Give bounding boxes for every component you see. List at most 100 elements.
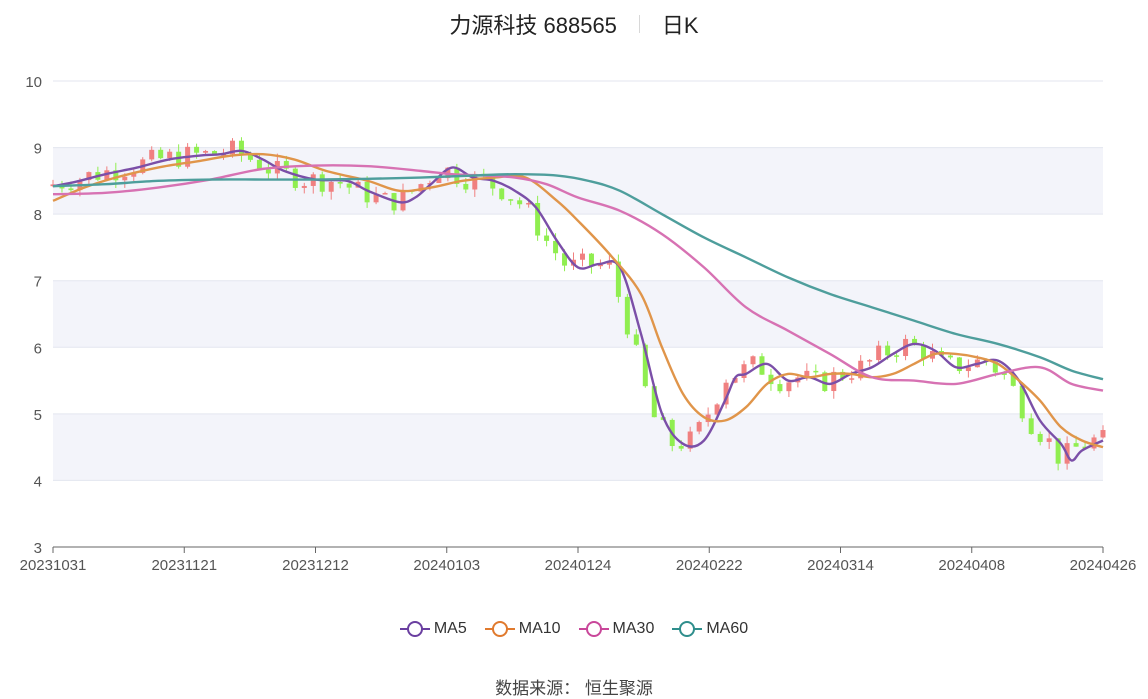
candle-body bbox=[167, 151, 173, 159]
x-tick-label: 20240426 bbox=[1070, 557, 1137, 574]
candle-body bbox=[921, 344, 927, 359]
candle-body bbox=[463, 183, 469, 190]
candle-body bbox=[956, 357, 962, 372]
candle-body bbox=[490, 175, 496, 189]
candle-body bbox=[535, 203, 541, 236]
candle-body bbox=[194, 146, 200, 153]
candle-body bbox=[894, 355, 900, 357]
y-tick-label: 6 bbox=[34, 340, 42, 357]
candle-body bbox=[319, 174, 325, 192]
candle-body bbox=[364, 181, 370, 203]
x-tick-label: 20240222 bbox=[676, 557, 743, 574]
x-tick-label: 20231031 bbox=[20, 557, 87, 574]
candle-body bbox=[633, 334, 639, 345]
candle-body bbox=[337, 182, 343, 184]
candle-body bbox=[1010, 374, 1016, 386]
x-tick-label: 20240103 bbox=[413, 557, 480, 574]
candle-body bbox=[1046, 438, 1052, 442]
candle-body bbox=[741, 364, 747, 379]
candle-body bbox=[876, 345, 882, 361]
legend-item-ma5[interactable]: MA5 bbox=[399, 620, 467, 638]
candle-body bbox=[1073, 443, 1079, 447]
candle-body bbox=[517, 200, 523, 205]
candle-body bbox=[1055, 438, 1061, 464]
candle-body bbox=[732, 378, 738, 383]
candle-body bbox=[768, 374, 774, 385]
ma-line-ma60 bbox=[52, 172, 1104, 381]
candle-body bbox=[831, 371, 837, 392]
candle-body bbox=[292, 168, 298, 188]
candle-body bbox=[122, 176, 128, 181]
y-tick-label: 8 bbox=[34, 207, 42, 224]
candle-body bbox=[158, 149, 164, 159]
candle-body bbox=[203, 150, 209, 153]
candle-body bbox=[176, 151, 182, 167]
x-tick-label: 20231212 bbox=[282, 557, 349, 574]
candle-body bbox=[615, 261, 621, 297]
candle-body bbox=[1028, 418, 1034, 434]
legend-label: MA10 bbox=[518, 620, 561, 637]
candle-body bbox=[346, 183, 352, 188]
ma-line-ma5 bbox=[52, 149, 1104, 462]
candle-body bbox=[840, 371, 846, 379]
legend-item-ma30[interactable]: MA30 bbox=[578, 620, 655, 638]
legend-label: MA30 bbox=[612, 620, 655, 637]
candle-body bbox=[1037, 433, 1043, 442]
candle-body bbox=[418, 184, 424, 192]
candle-body bbox=[858, 360, 864, 379]
legend-circle-icon bbox=[672, 621, 703, 637]
candle-body bbox=[965, 367, 971, 372]
candle-body bbox=[562, 253, 568, 266]
candle-body bbox=[714, 404, 720, 415]
candle-body bbox=[472, 173, 478, 190]
candle-body bbox=[499, 188, 505, 200]
chart-header: 力源科技 688565 日K bbox=[0, 8, 1148, 40]
x-tick-label: 20240314 bbox=[807, 557, 874, 574]
chart-title: 力源科技 688565 bbox=[449, 13, 617, 38]
legend-circle-icon bbox=[399, 621, 430, 637]
legend-label: MA60 bbox=[706, 620, 749, 637]
chart-period: 日K bbox=[661, 13, 699, 38]
candle-body bbox=[992, 361, 998, 373]
legend-circle-icon bbox=[578, 621, 609, 637]
candle-body bbox=[229, 140, 235, 155]
candle-body bbox=[750, 356, 756, 365]
y-tick-label: 4 bbox=[34, 473, 42, 490]
candle-body bbox=[687, 431, 693, 449]
candle-body bbox=[912, 338, 918, 345]
candle-body bbox=[283, 161, 289, 169]
legend-item-ma10[interactable]: MA10 bbox=[484, 620, 561, 638]
candle-body bbox=[544, 235, 550, 241]
candle-body bbox=[786, 382, 792, 392]
title-separator bbox=[638, 15, 640, 33]
candle-body bbox=[597, 264, 603, 267]
grid-band bbox=[53, 280, 1103, 348]
candlestick-chart: 3 4 5 6 7 8 9 10 20231031 20231121 20231212 2024010… bbox=[20, 74, 1137, 574]
candle-body bbox=[256, 159, 262, 170]
candle-body bbox=[804, 370, 810, 378]
x-tick-label: 20240124 bbox=[545, 557, 612, 574]
candle-body bbox=[328, 182, 334, 192]
candle-body bbox=[373, 193, 379, 203]
ma-line-ma30 bbox=[52, 164, 1104, 392]
candle-body bbox=[238, 140, 244, 156]
x-tick-label: 20231121 bbox=[151, 557, 217, 574]
candle-body bbox=[400, 190, 406, 211]
chart-legend: MA5 MA10 MA30 MA60 bbox=[0, 620, 1148, 638]
y-tick-label: 5 bbox=[34, 407, 42, 424]
candle-body bbox=[885, 345, 891, 356]
legend-label: MA5 bbox=[433, 620, 467, 637]
y-tick-label: 7 bbox=[34, 274, 42, 291]
candle-body bbox=[642, 344, 648, 387]
candle-body bbox=[849, 378, 855, 380]
candle-body bbox=[526, 203, 532, 205]
legend-item-ma60[interactable]: MA60 bbox=[672, 620, 748, 638]
x-tick-label: 20240408 bbox=[938, 557, 1005, 574]
candle-body bbox=[579, 253, 585, 260]
candle-body bbox=[1091, 437, 1097, 449]
grid-band bbox=[53, 413, 1103, 481]
candle-body bbox=[777, 384, 783, 392]
candle-body bbox=[624, 296, 630, 335]
candle-body bbox=[212, 150, 218, 155]
candle-body bbox=[606, 261, 612, 265]
